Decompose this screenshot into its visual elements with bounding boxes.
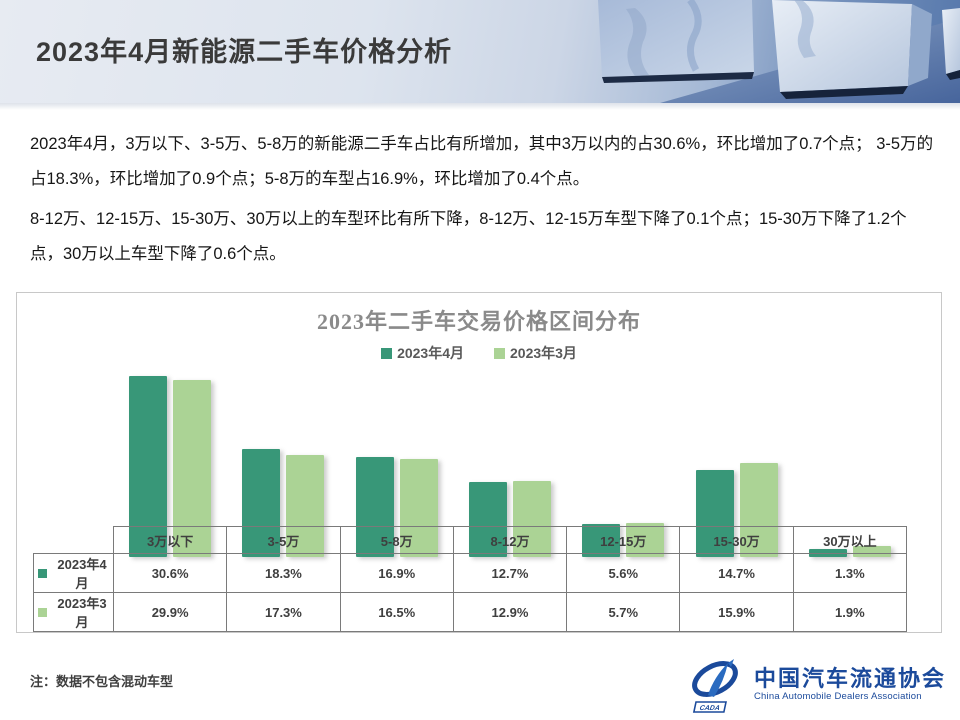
- chart-legend: 2023年4月 2023年3月: [17, 343, 941, 363]
- legend-label: 2023年4月: [397, 345, 464, 361]
- logo-text: 中国汽车流通协会 China Automobile Dealers Associ…: [753, 665, 946, 702]
- value-cell: 14.7%: [679, 553, 794, 593]
- cada-logo-icon: CADA: [692, 659, 738, 713]
- legend-item: 2023年3月: [494, 343, 577, 363]
- logo-chinese-name: 中国汽车流通协会: [753, 665, 946, 691]
- table-header-cell: 3万以下: [112, 526, 228, 554]
- value-cell: 12.7%: [452, 553, 568, 593]
- chart-title: 2023年二手车交易价格区间分布: [316, 309, 641, 334]
- table-header-row: 3万以下 3-5万 5-8万 8-12万 12-15万 15-30万 30万以上: [33, 526, 908, 554]
- series-swatch: [38, 568, 47, 578]
- chart-data-table: 3万以下 3-5万 5-8万 8-12万 12-15万 15-30万 30万以上 2023年…: [33, 526, 908, 632]
- value-cell: 17.3%: [226, 592, 341, 632]
- series-name: 2023年4月: [57, 557, 107, 591]
- table-row: 2023年3月 29.9% 17.3% 16.5% 12.9% 5.7% 15.9% 1.9%: [33, 592, 908, 632]
- header-shadow: [0, 103, 960, 110]
- table-header-cell: 8-12万: [452, 526, 568, 554]
- table-header-cell: 15-30万: [679, 526, 794, 554]
- cada-logo: CADA 中国汽车流通协会 China Automobile Dealers A…: [684, 655, 946, 713]
- header-banner: 2023年4月新能源二手车价格分析: [0, 0, 960, 103]
- series-label-cell: 2023年3月: [33, 592, 114, 632]
- legend-swatch: [494, 347, 505, 359]
- value-cell: 15.9%: [679, 592, 794, 632]
- value-cell: 16.5%: [339, 592, 454, 632]
- table-header-cell: 12-15万: [566, 526, 681, 554]
- value-cell: 1.9%: [792, 592, 908, 632]
- cube-3: [942, 8, 960, 80]
- value-cell: 16.9%: [339, 553, 454, 593]
- analysis-text: 2023年4月，3万以下、3-5万、5-8万的新能源二手车占比有所增加，其中3万…: [30, 127, 936, 277]
- table-row: 2023年4月 30.6% 18.3% 16.9% 12.7% 5.6% 14.7% 1.3%: [33, 553, 908, 593]
- value-cell: 5.6%: [566, 553, 681, 593]
- series-name: 2023年3月: [57, 596, 107, 630]
- value-cell: 30.6%: [112, 553, 228, 593]
- chart-card: 2023年二手车交易价格区间分布 2023年4月 2023年3月 3万以下 3-5万…: [16, 292, 942, 633]
- value-cell: 29.9%: [112, 592, 228, 632]
- value-cell: 18.3%: [226, 553, 341, 593]
- value-cell: 5.7%: [566, 592, 681, 632]
- paragraph-decrease: 8-12万、12-15万、15-30万、30万以上的车型环比有所下降，8-12万…: [30, 210, 907, 263]
- cube-1: [598, 0, 754, 83]
- series-label-cell: 2023年4月: [33, 553, 114, 593]
- footnote: 注：数据不包含混动车型: [30, 674, 174, 689]
- page-title: 2023年4月新能源二手车价格分析: [36, 37, 453, 67]
- svg-text:CADA: CADA: [699, 705, 721, 712]
- logo-english-name: China Automobile Dealers Association: [753, 690, 922, 702]
- table-header-cell: 3-5万: [226, 526, 341, 554]
- table-corner-cell: [33, 526, 114, 554]
- value-cell: 12.9%: [452, 592, 568, 632]
- legend-label: 2023年3月: [510, 345, 577, 361]
- table-header-cell: 5-8万: [339, 526, 454, 554]
- legend-swatch: [381, 347, 393, 359]
- value-cell: 1.3%: [792, 553, 908, 593]
- legend-item: 2023年4月: [381, 343, 464, 363]
- series-swatch: [38, 607, 47, 617]
- cube-2: [772, 0, 932, 99]
- table-header-cell: 30万以上: [792, 526, 908, 554]
- paragraph-increase: 2023年4月，3万以下、3-5万、5-8万的新能源二手车占比有所增加，其中3万…: [30, 135, 934, 188]
- cubes-decoration: [598, 0, 960, 103]
